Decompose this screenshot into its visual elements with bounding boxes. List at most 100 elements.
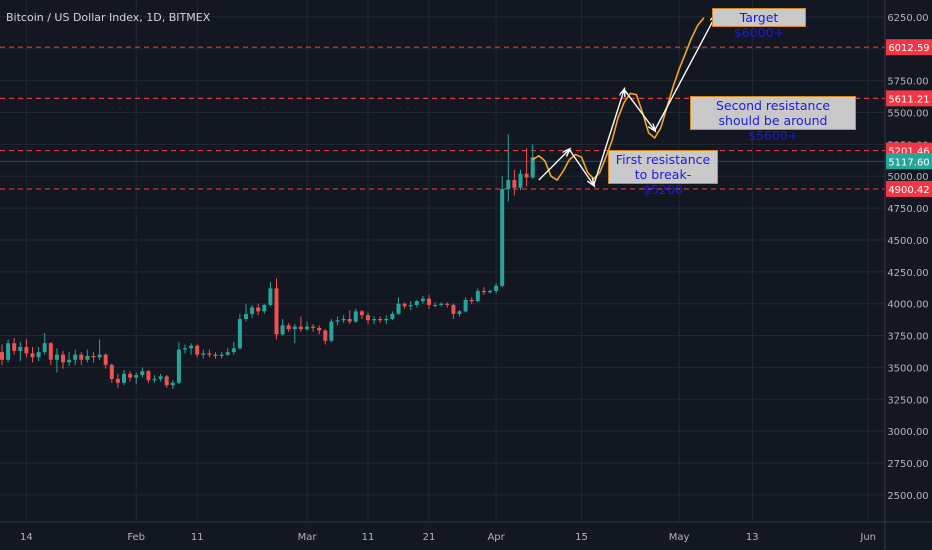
price-axis[interactable]: 2500.00 2750.00 3000.00 3250.00 3500.00 3750.… [884, 0, 932, 550]
projection-arrow [568, 149, 593, 185]
candle-body [79, 354, 84, 360]
candle [335, 316, 340, 326]
level-tag-bg [886, 90, 932, 107]
candle [518, 169, 523, 191]
candle [408, 301, 413, 311]
candle [433, 302, 438, 308]
price-tick-label: 5500.00 [887, 109, 928, 120]
candle-body [280, 325, 285, 335]
candle [494, 283, 499, 294]
candle-body [54, 354, 59, 360]
price-tick-label: 6250.00 [887, 13, 928, 24]
candle-body [524, 173, 529, 178]
candle-body [207, 353, 212, 355]
candle [347, 310, 352, 325]
candle [42, 333, 47, 355]
chart-title: Bitcoin / US Dollar Index, 1D, BITMEX [6, 11, 211, 24]
candle [262, 303, 267, 314]
price-tick-label: 2500.00 [887, 491, 928, 502]
candle-body [140, 371, 145, 376]
candle-body [134, 375, 139, 378]
candle-body [103, 354, 108, 365]
candle [176, 341, 181, 384]
candle [164, 375, 169, 388]
candle-body [12, 343, 17, 351]
candle [353, 308, 358, 323]
candle-body [488, 290, 492, 293]
candle [115, 373, 120, 388]
projection-arrow [623, 89, 655, 131]
candle-body [305, 326, 309, 330]
candle-body [518, 173, 523, 188]
candle [91, 352, 96, 363]
candle [268, 282, 273, 307]
candle [237, 313, 242, 350]
grid [0, 0, 885, 522]
candle [0, 344, 4, 365]
candle [189, 343, 194, 355]
time-tick-label: 13 [746, 532, 759, 543]
resistance-levels [0, 46, 885, 190]
candle-body [402, 303, 407, 307]
candle-body [494, 285, 499, 291]
candle [128, 371, 133, 382]
candle [213, 352, 218, 359]
candle-body [152, 378, 157, 381]
candle [30, 347, 35, 363]
projection-arrow [593, 90, 625, 186]
candle-body [506, 180, 511, 189]
candle-body [366, 315, 370, 321]
candle [140, 367, 145, 378]
candle-body [298, 326, 303, 330]
candle-body [231, 348, 236, 353]
candle [524, 148, 529, 187]
projection-arrow [654, 16, 716, 131]
candle-body [250, 307, 255, 314]
candle [18, 341, 23, 362]
price-tick-label: 2750.00 [887, 459, 928, 470]
candle [481, 287, 486, 295]
candle-body [109, 364, 114, 379]
candle [12, 338, 17, 355]
candle-body [6, 343, 11, 360]
candle-body [48, 343, 53, 360]
level-tag-bg [886, 39, 932, 56]
candle [219, 352, 224, 359]
candle-body [176, 349, 181, 383]
candle [183, 344, 187, 354]
candle [6, 339, 11, 363]
candle-body [286, 325, 291, 330]
price-tick-label: 4500.00 [887, 236, 928, 247]
candle-body [323, 330, 328, 341]
candle-body [24, 347, 29, 354]
candles[interactable] [0, 134, 535, 390]
level-price-tag: 4900.42 [886, 180, 932, 197]
candle-body [396, 303, 401, 314]
time-tick-label: 11 [191, 532, 204, 543]
candle [317, 325, 322, 335]
candle-body [122, 373, 126, 383]
time-axis[interactable]: 14 Feb 11 Mar 11 21 Apr 15 May 13 Jun [0, 521, 932, 543]
projection-orange-path [531, 17, 705, 181]
candle-body [414, 301, 419, 305]
candle [54, 348, 59, 373]
candle [97, 339, 102, 360]
candle [280, 318, 285, 336]
candle-body [378, 318, 383, 321]
candle [244, 303, 248, 322]
candle-body [97, 354, 102, 358]
candle [500, 176, 505, 288]
candle-body [372, 318, 377, 321]
candle-body [0, 352, 4, 360]
candle-body [353, 311, 358, 322]
candle-body [183, 348, 187, 350]
candle [341, 315, 346, 323]
level-tag-label: 5611.21 [888, 94, 929, 105]
candle-body [390, 313, 395, 319]
candle-body [18, 347, 23, 351]
candle [512, 169, 517, 196]
candle-body [427, 298, 431, 305]
candle-body [225, 352, 230, 355]
candle-body [512, 180, 517, 188]
candle-body [329, 321, 334, 341]
